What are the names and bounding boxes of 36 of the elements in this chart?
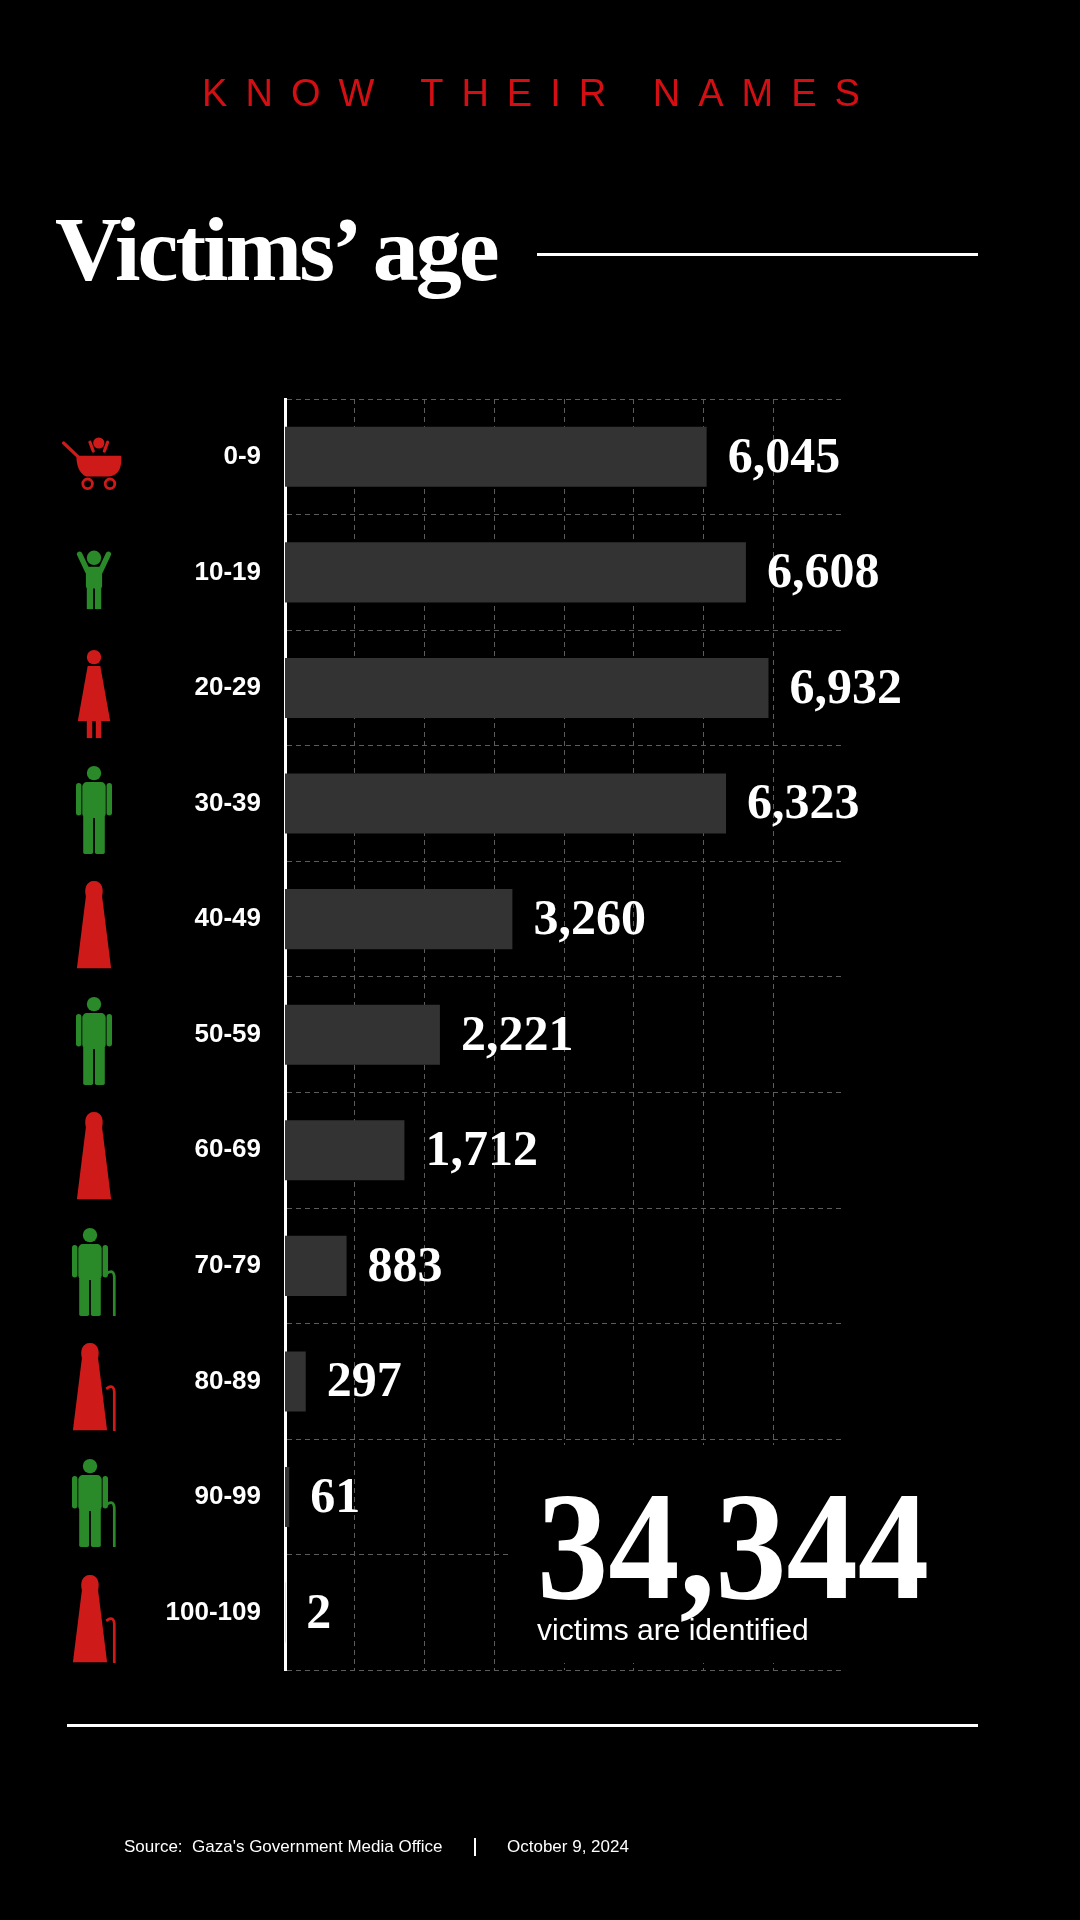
data-label: 61: [310, 1466, 361, 1523]
data-label: 2,221: [460, 1004, 574, 1061]
data-label: 6,045: [727, 426, 841, 483]
source-note: Source: Gaza's Government Media Office: [124, 1836, 443, 1858]
data-label: 883: [367, 1235, 443, 1292]
y-tick-label: 90-99: [194, 1480, 261, 1511]
y-tick-label: 60-69: [194, 1133, 261, 1164]
bar: [285, 773, 727, 834]
bar: [285, 1120, 405, 1181]
data-label: 2: [306, 1582, 332, 1639]
data-label: 297: [326, 1351, 402, 1408]
y-tick-label: 50-59: [194, 1017, 261, 1048]
y-tick-label: 10-19: [194, 555, 261, 586]
bar: [285, 1004, 440, 1065]
y-tick-label: 100-109: [165, 1595, 261, 1626]
y-tick-label: 30-39: [194, 786, 261, 817]
data-label: 6,323: [747, 773, 860, 830]
chart-title: Victims’ age: [55, 198, 499, 300]
bar: [285, 889, 513, 950]
bar: [285, 1235, 347, 1296]
y-tick-label: 0-9: [223, 439, 261, 470]
bar: [285, 657, 769, 719]
data-label: 3,260: [533, 889, 646, 946]
bar: [285, 542, 746, 603]
y-tick-label: 80-89: [194, 1364, 261, 1395]
y-tick-label: 70-79: [194, 1249, 261, 1280]
bar: [285, 426, 707, 487]
text: October 9, 2024: [507, 1836, 629, 1858]
bar: [285, 1466, 290, 1528]
data-label: 6,932: [789, 657, 903, 714]
data-label: 6,608: [766, 542, 880, 599]
y-tick-label: 20-29: [194, 671, 261, 702]
y-tick-label: 40-49: [194, 902, 261, 933]
bar: [285, 1351, 306, 1412]
chart-subtitle: KNOW THEIR NAMES: [202, 71, 878, 116]
data-label: 1,712: [425, 1120, 538, 1177]
